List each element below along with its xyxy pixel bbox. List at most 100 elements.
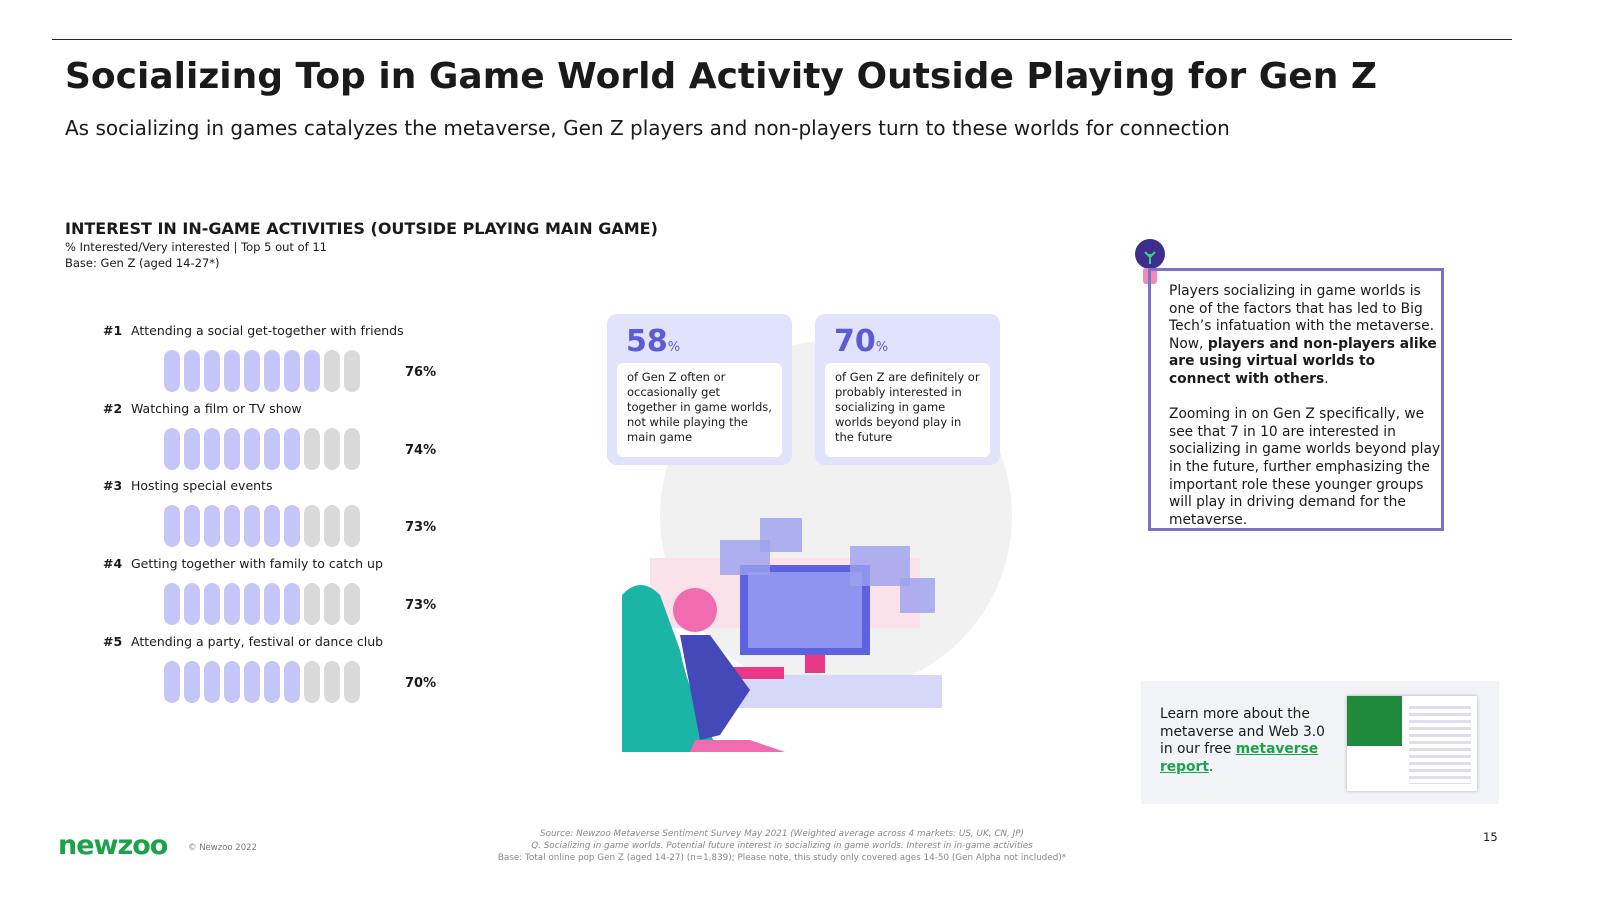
rank: #5: [103, 633, 123, 649]
page-number: 15: [1483, 830, 1498, 844]
pill: [224, 505, 240, 548]
pill: [264, 505, 280, 548]
pill: [204, 583, 220, 626]
stat-number: 70%: [834, 324, 888, 359]
pill: [204, 505, 220, 548]
stat-value: 58: [626, 324, 668, 359]
pill: [204, 350, 220, 392]
pill: [324, 427, 340, 470]
title: Socializing Top in Game World Activity O…: [65, 56, 1377, 97]
pill: [224, 350, 240, 392]
stat-unit: %: [875, 340, 889, 355]
promo-link[interactable]: metaverse report: [1160, 741, 1319, 775]
stat-value: 70: [834, 324, 876, 359]
rank: #2: [103, 400, 123, 416]
pill: [164, 427, 180, 470]
sidebar-text: players and non-players alike are using …: [1169, 335, 1437, 387]
chart-title: INTEREST IN IN-GAME ACTIVITIES (OUTSIDE …: [65, 219, 658, 238]
pill: [284, 427, 300, 470]
pill: [164, 583, 180, 626]
pill: [344, 350, 360, 392]
pill: [304, 427, 320, 470]
promo-box: Learn more about the metaverse and Web 3…: [1141, 681, 1499, 804]
sidebar-text: Zooming in on Gen Z specifically, we see…: [1169, 406, 1441, 528]
pill: [284, 583, 300, 626]
sidebar-text: .: [1324, 370, 1329, 387]
stat-unit: %: [667, 340, 681, 355]
chart-note: % Interested/Very interested | Top 5 out…: [65, 240, 327, 254]
pill: [264, 427, 280, 470]
pill: [164, 660, 180, 703]
pill: [284, 505, 300, 548]
pill: [224, 427, 240, 470]
source-line: Q. Socializing in game worlds. Potential…: [531, 841, 1033, 851]
promo-end: .: [1208, 758, 1214, 775]
category-label: Watching a film or TV show: [131, 400, 302, 416]
top-rule: [52, 39, 1512, 40]
pill: [344, 583, 360, 626]
sidebar-paragraph: Players socializing in game worlds is on…: [1169, 283, 1441, 389]
stat-number: 58%: [626, 324, 680, 359]
pill: [204, 660, 220, 703]
pill: [184, 505, 200, 548]
stat-card: 70% of Gen Z are definitely or probably …: [815, 314, 1000, 465]
pill: [184, 660, 200, 703]
pill: [164, 350, 180, 392]
subtitle: As socializing in games catalyzes the me…: [65, 116, 1230, 140]
pill: [284, 350, 300, 392]
pill: [324, 583, 340, 626]
pill: [164, 505, 180, 548]
category-label: Getting together with family to catch up: [131, 556, 383, 572]
stat-text: of Gen Z are definitely or probably inte…: [825, 363, 990, 457]
value-label: 70%: [405, 675, 437, 691]
value-label: 73%: [405, 520, 437, 536]
category-label: Attending a party, festival or dance clu…: [131, 633, 384, 649]
value-label: 76%: [405, 365, 437, 380]
pill: [324, 350, 340, 392]
pill: [224, 660, 240, 703]
stat-text: of Gen Z often or occasionally get toget…: [617, 363, 782, 457]
pill: [264, 350, 280, 392]
promo-body: Learn more about the metaverse and Web 3…: [1160, 706, 1325, 757]
pill: [324, 505, 340, 548]
category-label: Attending a social get-together with fri…: [131, 323, 404, 338]
illustration: [622, 518, 942, 752]
pill: [184, 583, 200, 626]
pill: [244, 427, 260, 470]
pill: [244, 350, 260, 392]
pill: [304, 583, 320, 626]
pill: [244, 583, 260, 626]
source-line: Source: Newzoo Metaverse Sentiment Surve…: [540, 829, 1024, 839]
chart-note: Base: Gen Z (aged 14-27*): [65, 256, 220, 270]
pill: [244, 660, 260, 703]
pill: [264, 583, 280, 626]
pill: [184, 427, 200, 470]
pill: [284, 660, 300, 703]
value-label: 73%: [405, 598, 437, 614]
pill: [204, 427, 220, 470]
rank: #4: [103, 556, 123, 572]
value-label: 74%: [405, 442, 437, 458]
pill: [264, 660, 280, 703]
pill: [304, 350, 320, 392]
pill: [304, 505, 320, 548]
pill: [344, 505, 360, 548]
source: Source: Newzoo Metaverse Sentiment Surve…: [382, 828, 1182, 864]
pill: [184, 350, 200, 392]
rank: #3: [103, 478, 123, 494]
sidebar-paragraph: Zooming in on Gen Z specifically, we see…: [1169, 406, 1441, 529]
sidebar: Players socializing in game worlds is on…: [1148, 268, 1444, 531]
pill: [324, 660, 340, 703]
report-thumbnail: [1347, 696, 1477, 791]
copyright: © Newzoo 2022: [188, 843, 257, 853]
pill: [344, 660, 360, 703]
promo-text: Learn more about the metaverse and Web 3…: [1160, 706, 1330, 776]
pill: [304, 660, 320, 703]
pill: [224, 583, 240, 626]
sidebar-text: Players socializing in game worlds is on…: [1169, 283, 1435, 352]
logo: newzoo: [58, 830, 168, 861]
pill: [344, 427, 360, 470]
pill: [244, 505, 260, 548]
category-label: Hosting special events: [131, 478, 273, 494]
